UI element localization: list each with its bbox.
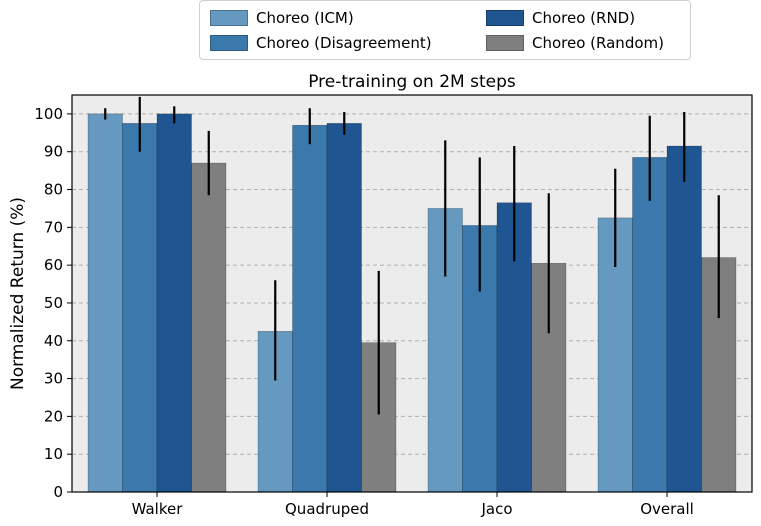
legend-label-icm: Choreo (ICM) <box>256 9 354 27</box>
bar-overall-choreo-random <box>701 257 737 493</box>
legend: Choreo (ICM) Choreo (Disagreement) Chore… <box>199 0 691 60</box>
plot-background <box>72 95 752 492</box>
x-tick-label-overall: Overall <box>640 500 694 518</box>
legend-item-icm: Choreo (ICM) <box>210 7 354 29</box>
axes-frame <box>71 94 753 493</box>
bar-overall-choreo-icm <box>597 217 633 493</box>
legend-swatch-disagreement <box>210 35 248 51</box>
legend-label-rnd: Choreo (RND) <box>532 9 636 27</box>
legend-item-rnd: Choreo (RND) <box>486 7 635 29</box>
bar-walker-choreo-rnd <box>156 113 192 493</box>
y-tick-label-70: 70 <box>44 218 63 236</box>
y-tick-label-0: 0 <box>53 483 63 501</box>
bar-quadruped-choreo-icm <box>257 331 293 493</box>
legend-label-random: Choreo (Random) <box>532 34 664 52</box>
legend-item-random: Choreo (Random) <box>486 32 664 54</box>
y-axis-label: Normalized Return (%) <box>8 197 28 390</box>
bar-overall-choreo-rnd <box>666 145 702 493</box>
bar-overall-choreo-disagreement <box>632 157 668 493</box>
x-tick-label-jaco: Jaco <box>480 500 512 518</box>
bar-jaco-choreo-random <box>531 262 567 493</box>
y-tick-label-50: 50 <box>44 294 63 312</box>
bar-walker-choreo-icm <box>87 113 123 493</box>
legend-label-disagreement: Choreo (Disagreement) <box>256 34 432 52</box>
bar-jaco-choreo-icm <box>427 208 463 493</box>
y-tick-label-20: 20 <box>44 407 63 425</box>
legend-swatch-random <box>486 35 524 51</box>
legend-item-disagreement: Choreo (Disagreement) <box>210 32 432 54</box>
y-tick-label-60: 60 <box>44 256 63 274</box>
x-tick-label-quadruped: Quadruped <box>285 500 369 518</box>
y-tick-label-40: 40 <box>44 332 63 350</box>
legend-swatch-icm <box>210 10 248 26</box>
bar-walker-choreo-disagreement <box>122 123 158 493</box>
chart-title: Pre-training on 2M steps <box>308 72 516 92</box>
legend-swatch-rnd <box>486 10 524 26</box>
x-tick-label-walker: Walker <box>132 500 184 518</box>
y-tick-label-80: 80 <box>44 181 63 199</box>
y-tick-label-30: 30 <box>44 370 63 388</box>
bar-walker-choreo-random <box>191 162 227 493</box>
bar-quadruped-choreo-rnd <box>326 123 362 493</box>
y-tick-label-100: 100 <box>34 105 63 123</box>
y-tick-label-10: 10 <box>44 445 63 463</box>
bar-quadruped-choreo-disagreement <box>292 124 328 493</box>
y-tick-label-90: 90 <box>44 143 63 161</box>
bar-quadruped-choreo-random <box>361 342 397 493</box>
bar-jaco-choreo-rnd <box>496 202 532 493</box>
bar-jaco-choreo-disagreement <box>462 225 498 493</box>
